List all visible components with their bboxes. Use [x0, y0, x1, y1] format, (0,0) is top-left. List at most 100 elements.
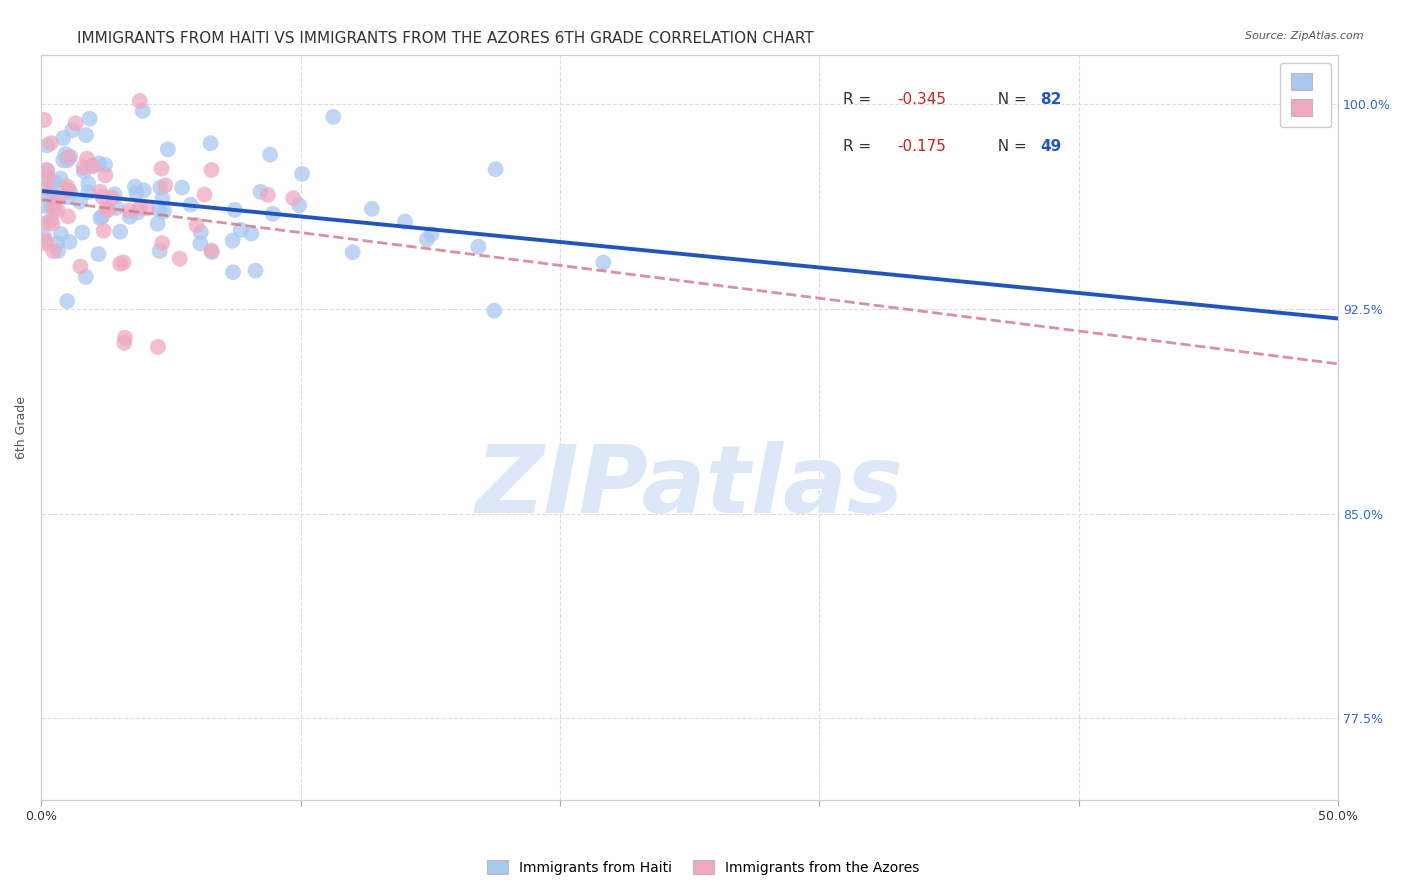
Point	[96, 201, 118, 215]
Point	[35, 199, 58, 213]
Point	[118, 210, 141, 224]
Point	[42, 202, 65, 217]
Point	[153, 204, 176, 219]
Point	[360, 202, 382, 216]
Point	[94, 169, 117, 183]
Point	[59, 150, 82, 164]
Point	[148, 202, 170, 217]
Point	[77, 177, 100, 191]
Point	[112, 335, 135, 350]
Point	[420, 227, 443, 241]
Point	[467, 240, 489, 254]
Point	[127, 205, 149, 219]
Point	[46, 203, 69, 218]
Point	[46, 236, 69, 251]
Point	[46, 244, 69, 258]
Point	[108, 225, 131, 239]
Text: IMMIGRANTS FROM HAITI VS IMMIGRANTS FROM THE AZORES 6TH GRADE CORRELATION CHART: IMMIGRANTS FROM HAITI VS IMMIGRANTS FROM…	[77, 31, 814, 46]
Point	[44, 197, 66, 211]
Point	[89, 211, 111, 225]
Point	[56, 190, 79, 204]
Text: N =: N =	[988, 138, 1032, 153]
Point	[200, 244, 222, 258]
Point	[49, 171, 72, 186]
Point	[76, 152, 98, 166]
Point	[44, 175, 66, 189]
Point	[37, 164, 59, 178]
Point	[69, 194, 91, 209]
Point	[73, 164, 96, 178]
Point	[35, 216, 58, 230]
Point	[37, 170, 59, 185]
Text: R =: R =	[842, 138, 876, 153]
Point	[394, 214, 416, 228]
Point	[39, 199, 62, 213]
Point	[42, 244, 65, 259]
Text: Source: ZipAtlas.com: Source: ZipAtlas.com	[1246, 31, 1364, 41]
Point	[60, 123, 83, 137]
Point	[118, 203, 141, 218]
Point	[75, 128, 97, 142]
Point	[262, 207, 284, 221]
Point	[93, 224, 115, 238]
Point	[156, 142, 179, 156]
Point	[229, 223, 252, 237]
Point	[108, 257, 131, 271]
Point	[35, 162, 58, 177]
Point	[55, 147, 77, 161]
Point	[257, 188, 280, 202]
Text: 49: 49	[1040, 138, 1062, 153]
Point	[592, 255, 614, 269]
Point	[129, 201, 152, 215]
Point	[190, 236, 212, 251]
Point	[91, 210, 114, 224]
Point	[249, 185, 271, 199]
Point	[56, 153, 79, 168]
Point	[69, 260, 91, 274]
Point	[91, 190, 114, 204]
Point	[72, 160, 94, 174]
Point	[32, 169, 55, 184]
Point	[41, 217, 63, 231]
Point	[56, 179, 79, 194]
Point	[240, 227, 263, 241]
Point	[89, 185, 111, 199]
Point	[38, 188, 60, 202]
Point	[125, 186, 148, 200]
Point	[75, 269, 97, 284]
Point	[87, 247, 110, 261]
Point	[101, 191, 124, 205]
Y-axis label: 6th Grade: 6th Grade	[15, 396, 28, 459]
Text: ZIPatlas: ZIPatlas	[475, 442, 904, 533]
Point	[114, 331, 136, 345]
Point	[342, 245, 364, 260]
Point	[485, 162, 508, 177]
Point	[97, 203, 120, 218]
Point	[155, 178, 177, 193]
Point	[58, 183, 80, 197]
Point	[132, 183, 155, 197]
Point	[283, 191, 305, 205]
Point	[291, 167, 314, 181]
Point	[180, 198, 202, 212]
Point	[32, 228, 55, 243]
Point	[416, 232, 439, 246]
Point	[190, 225, 212, 239]
Point	[34, 112, 56, 127]
Point	[131, 103, 153, 118]
Text: 82: 82	[1040, 93, 1062, 107]
Point	[39, 214, 62, 228]
Point	[39, 136, 62, 150]
Point	[39, 181, 62, 195]
Point	[82, 158, 104, 172]
Point	[72, 226, 94, 240]
Point	[200, 163, 222, 178]
Point	[128, 94, 150, 108]
Point	[322, 110, 344, 124]
Point	[56, 210, 79, 224]
Point	[79, 112, 101, 126]
Point	[49, 227, 72, 241]
Point	[82, 159, 104, 173]
Legend: , : ,	[1281, 62, 1330, 127]
Point	[245, 263, 267, 277]
